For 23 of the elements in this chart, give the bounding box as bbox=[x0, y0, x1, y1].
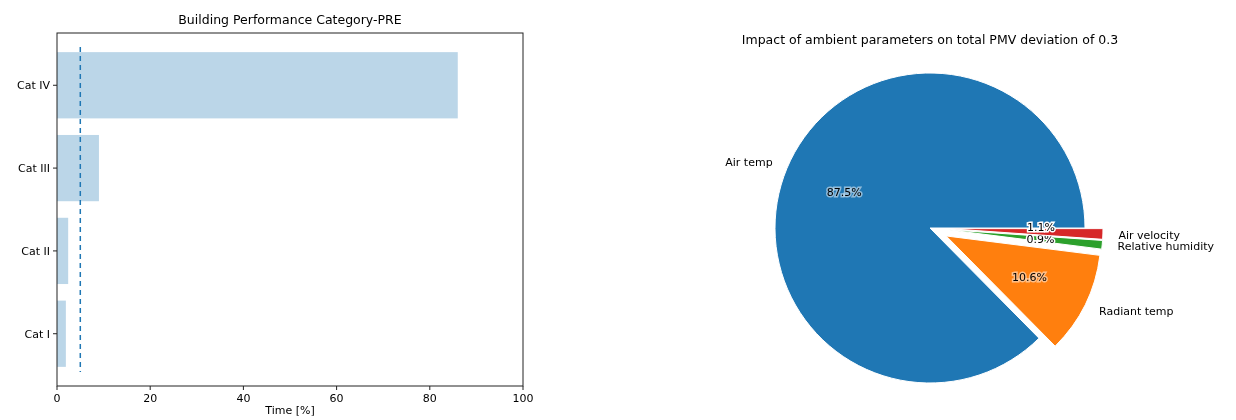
y-tick-label: Cat IV bbox=[17, 79, 51, 93]
slice-label: Relative humidity bbox=[1117, 240, 1215, 254]
x-axis-title: Time [%] bbox=[264, 404, 315, 417]
slice-label: Air velocity bbox=[1118, 228, 1181, 242]
y-tick-label: Cat II bbox=[21, 244, 50, 258]
x-tick-label: 100 bbox=[512, 392, 534, 405]
x-tick-label: 40 bbox=[236, 392, 251, 405]
x-tick-label: 60 bbox=[329, 392, 344, 405]
data-label: 1.1% bbox=[1026, 220, 1055, 234]
slice-label: Radiant temp bbox=[1099, 305, 1174, 319]
x-tick-label: 0 bbox=[53, 392, 61, 405]
bar bbox=[57, 134, 99, 202]
data-label: 87.5% bbox=[826, 186, 862, 200]
y-tick-label: Cat III bbox=[18, 162, 50, 176]
x-tick-label: 80 bbox=[422, 392, 437, 405]
bar bbox=[57, 300, 66, 367]
x-tick-label: 20 bbox=[143, 392, 158, 405]
bar bbox=[57, 52, 458, 119]
y-tick-label: Cat I bbox=[24, 327, 50, 341]
chart-title: Impact of ambient parameters on total PMV deviation of 0.3 bbox=[741, 32, 1119, 47]
chart-title: Building Performance Category-PRE bbox=[178, 12, 402, 27]
data-label: 10.6% bbox=[1012, 271, 1048, 285]
slice-label: Air temp bbox=[725, 156, 773, 170]
